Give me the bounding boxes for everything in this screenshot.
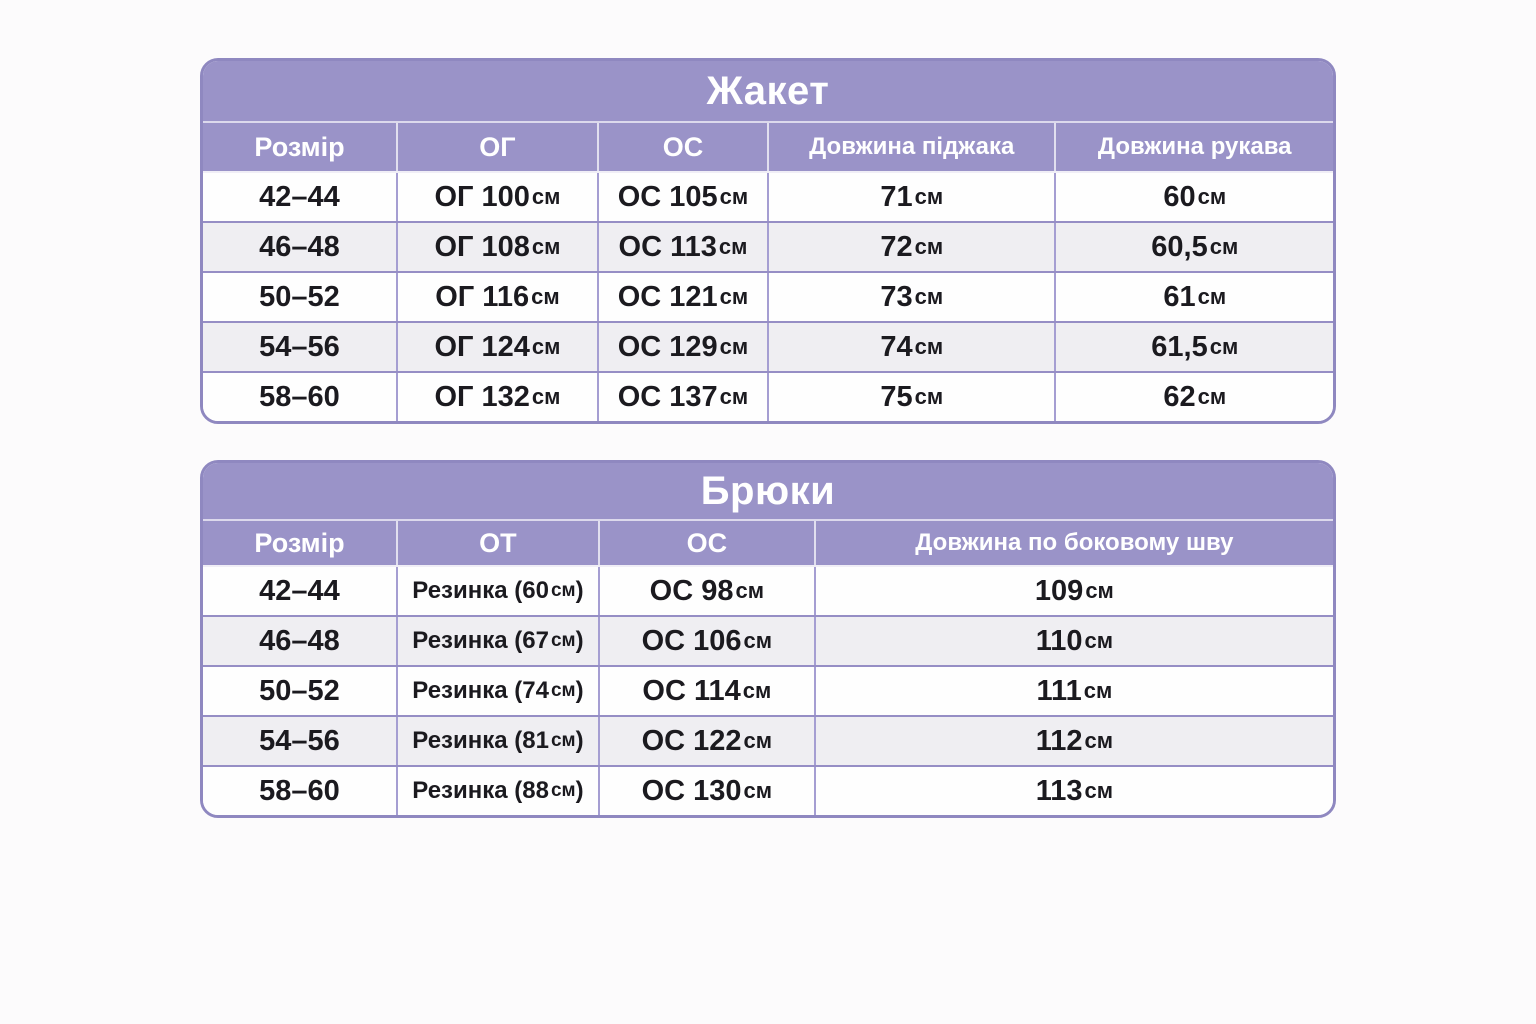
table-cell: 60,5 см [1054,223,1333,271]
table-cell: ОС 105 см [596,173,767,221]
jacket-header-row: Розмір ОГ ОС Довжина піджака Довжина рук… [203,121,1333,173]
table-cell-size: 50–52 [259,674,340,707]
table-cell: 110 см [813,617,1333,665]
column-header-side-seam-length: Довжина по боковому шву [813,521,1333,565]
table-row: 54–56 Резинка (81 см) ОС 122 см 112 см [203,715,1333,765]
table-cell: Резинка (81 см) [395,717,598,765]
table-cell: ОГ 124 см [395,323,597,371]
table-cell: ОГ 100 см [395,173,597,221]
table-row: 42–44 Резинка (60 см) ОС 98 см 109 см [203,567,1333,615]
column-header-os: ОС [597,521,814,565]
table-cell: 61 см [1054,273,1333,321]
table-cell: ОС 113 см [596,223,767,271]
jacket-table-title: Жакет [203,61,1333,121]
table-cell: Резинка (67 см) [395,617,598,665]
table-cell: 72 см [767,223,1054,271]
table-cell: ОС 114 см [597,667,814,715]
column-header-size: Розмір [254,131,345,162]
table-cell: 112 см [813,717,1333,765]
table-cell: ОГ 116 см [395,273,597,321]
table-cell: Резинка (60 см) [395,567,598,615]
table-cell: 109 см [813,567,1333,615]
table-cell-size: 46–48 [259,624,340,657]
table-cell: ОС 122 см [597,717,814,765]
table-row: 42–44 ОГ 100 см ОС 105 см 71 см 60 см [203,173,1333,221]
trousers-header-row: Розмір ОТ ОС Довжина по боковому шву [203,519,1333,567]
table-cell: 113 см [813,767,1333,815]
table-cell: Резинка (74 см) [395,667,598,715]
table-row: 50–52 ОГ 116 см ОС 121 см 73 см 61 см [203,271,1333,321]
column-header-jacket-length: Довжина піджака [767,123,1054,171]
table-cell: ОС 121 см [596,273,767,321]
table-cell: 60 см [1054,173,1333,221]
table-cell-size: 50–52 [259,280,340,313]
table-cell: 62 см [1054,373,1333,421]
table-cell-size: 58–60 [259,380,340,413]
table-cell-size: 42–44 [259,180,340,213]
table-cell: 61,5 см [1054,323,1333,371]
table-cell: ОС 137 см [596,373,767,421]
table-cell: ОГ 132 см [395,373,597,421]
table-cell: ОС 129 см [596,323,767,371]
column-header-sleeve-length: Довжина рукава [1054,123,1333,171]
table-cell: ОГ 108 см [395,223,597,271]
column-header-og: ОГ [395,123,597,171]
table-row: 46–48 Резинка (67 см) ОС 106 см 110 см [203,615,1333,665]
table-row: 58–60 ОГ 132 см ОС 137 см 75 см 62 см [203,371,1333,421]
column-header-os: ОС [596,123,767,171]
table-cell: 74 см [767,323,1054,371]
table-cell: 75 см [767,373,1054,421]
jacket-size-table: Жакет Розмір ОГ ОС Довжина піджака Довжи… [200,58,1336,424]
table-cell: 71 см [767,173,1054,221]
table-cell: Резинка (88 см) [395,767,598,815]
trousers-table-title: Брюки [203,463,1333,519]
table-row: 54–56 ОГ 124 см ОС 129 см 74 см 61,5 см [203,321,1333,371]
table-cell-size: 54–56 [259,724,340,757]
column-header-ot: ОТ [395,521,598,565]
table-row: 58–60 Резинка (88 см) ОС 130 см 113 см [203,765,1333,815]
table-row: 50–52 Резинка (74 см) ОС 114 см 111 см [203,665,1333,715]
table-row: 46–48 ОГ 108 см ОС 113 см 72 см 60,5 см [203,221,1333,271]
column-header-size: Розмір [254,527,345,558]
table-cell-size: 54–56 [259,330,340,363]
table-cell-size: 46–48 [259,230,340,263]
table-cell-size: 58–60 [259,774,340,807]
table-cell: 73 см [767,273,1054,321]
table-cell: ОС 130 см [597,767,814,815]
table-cell-size: 42–44 [259,574,340,607]
trousers-size-table: Брюки Розмір ОТ ОС Довжина по боковому ш… [200,460,1336,818]
table-cell: 111 см [813,667,1333,715]
table-cell: ОС 98 см [597,567,814,615]
table-cell: ОС 106 см [597,617,814,665]
